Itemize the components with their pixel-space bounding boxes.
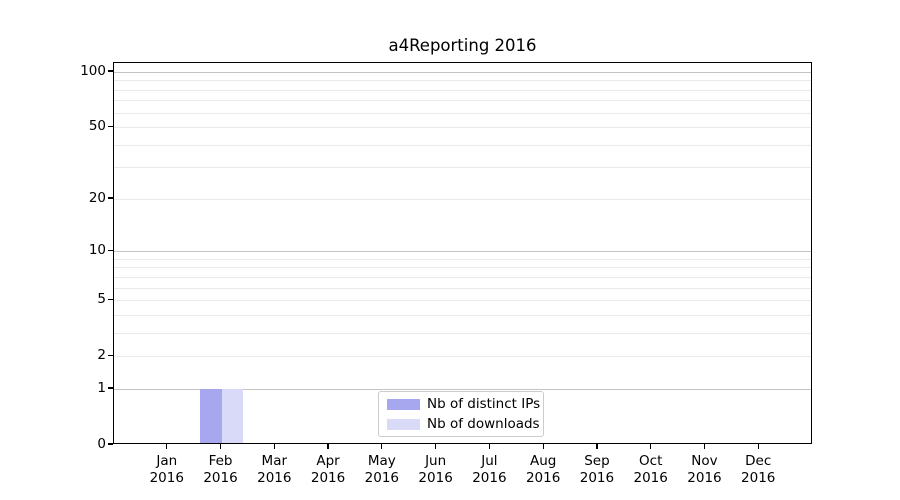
legend-swatch [387, 398, 420, 410]
x-tick-year: 2016 [203, 469, 238, 486]
y-tick-mark [108, 197, 113, 199]
x-tick-mark [542, 444, 544, 449]
y-tick-mark [108, 354, 113, 356]
x-tick-label: Apr 2016 [288, 453, 368, 486]
x-tick-month: Dec [745, 453, 772, 469]
legend-swatch [387, 418, 420, 430]
bar [221, 388, 244, 443]
minor-gridline [114, 144, 811, 146]
x-tick-mark [435, 444, 437, 449]
x-tick-label: Jun 2016 [396, 453, 476, 486]
x-tick-label: Nov 2016 [664, 453, 744, 486]
x-tick-year: 2016 [525, 469, 561, 486]
x-tick-year: 2016 [310, 469, 346, 486]
minor-gridline [114, 127, 811, 129]
major-gridline [114, 388, 811, 390]
y-tick-label: 50 [88, 118, 106, 135]
x-tick-month: Feb [208, 453, 233, 469]
x-tick-mark [381, 444, 383, 449]
x-tick-mark [327, 444, 329, 449]
x-tick-label: Mar 2016 [234, 453, 314, 486]
y-tick-mark [108, 125, 113, 127]
x-tick-label: Sep 2016 [557, 453, 637, 486]
x-tick-month: Nov [691, 453, 718, 469]
x-tick-mark [703, 444, 706, 449]
plot-area [113, 62, 812, 444]
x-tick-label: Jul 2016 [449, 453, 529, 486]
x-tick-label: Oct 2016 [611, 453, 691, 486]
x-tick-year: 2016 [687, 469, 722, 486]
legend: Nb of distinct IPs Nb of downloads [378, 391, 544, 437]
x-tick-mark [650, 444, 652, 449]
x-tick-label: Dec 2016 [718, 453, 798, 486]
y-tick-mark [108, 387, 113, 389]
y-tick-label: 100 [80, 63, 106, 79]
y-tick-label: 0 [97, 436, 106, 452]
x-tick-mark [166, 444, 168, 449]
minor-gridline [114, 332, 811, 334]
minor-gridline [114, 80, 811, 82]
minor-gridline [114, 300, 811, 302]
x-tick-year: 2016 [149, 469, 184, 486]
minor-gridline [114, 167, 811, 169]
y-tick-label: 5 [97, 291, 106, 308]
y-tick-mark [108, 249, 113, 251]
y-tick-mark [108, 70, 113, 72]
x-tick-mark [273, 444, 275, 449]
minor-gridline [114, 276, 811, 278]
y-tick-label: 10 [88, 242, 106, 259]
x-tick-year: 2016 [472, 469, 507, 486]
chart-title: a4Reporting 2016 [388, 36, 537, 55]
x-tick-label: Feb 2016 [181, 453, 261, 486]
major-gridline [114, 251, 811, 253]
minor-gridline [114, 267, 811, 269]
x-tick-mark [488, 444, 490, 449]
x-tick-month: May [367, 453, 396, 469]
x-tick-label: Aug 2016 [503, 453, 583, 486]
legend-entry: Nb of distinct IPs [387, 396, 540, 413]
x-tick-year: 2016 [257, 469, 292, 486]
y-tick-mark [108, 298, 113, 300]
x-tick-year: 2016 [364, 469, 400, 486]
x-tick-month: Jun [425, 453, 447, 469]
x-tick-year: 2016 [633, 469, 668, 486]
x-tick-month: Jan [156, 453, 178, 469]
x-tick-month: Jul [481, 453, 498, 469]
y-tick-label: 2 [97, 347, 106, 364]
minor-gridline [114, 314, 811, 316]
x-tick-month: Aug [529, 453, 557, 469]
minor-gridline [114, 89, 811, 91]
minor-gridline [114, 356, 811, 358]
minor-gridline [114, 112, 811, 114]
legend-label: Nb of downloads [427, 415, 540, 432]
x-tick-month: Sep [584, 453, 610, 469]
x-tick-mark [757, 444, 759, 449]
y-tick-label: 1 [97, 379, 106, 396]
minor-gridline [114, 287, 811, 289]
x-tick-month: Apr [316, 453, 340, 469]
major-gridline [114, 72, 811, 73]
y-tick-label: 20 [88, 189, 106, 206]
x-tick-mark [596, 444, 598, 449]
x-tick-year: 2016 [579, 469, 615, 486]
minor-gridline [114, 258, 811, 260]
x-tick-year: 2016 [741, 469, 776, 486]
x-tick-year: 2016 [418, 469, 453, 486]
minor-gridline [114, 198, 811, 200]
x-tick-label: May 2016 [342, 453, 422, 486]
legend-label: Nb of distinct IPs [427, 395, 541, 412]
minor-gridline [114, 100, 811, 102]
legend-entry: Nb of downloads [387, 416, 540, 433]
bar [200, 388, 222, 443]
x-tick-label: Jan 2016 [127, 453, 207, 486]
x-tick-month: Oct [639, 453, 663, 469]
x-tick-month: Mar [261, 453, 288, 469]
x-tick-mark [219, 444, 222, 449]
y-tick-mark [108, 443, 113, 445]
